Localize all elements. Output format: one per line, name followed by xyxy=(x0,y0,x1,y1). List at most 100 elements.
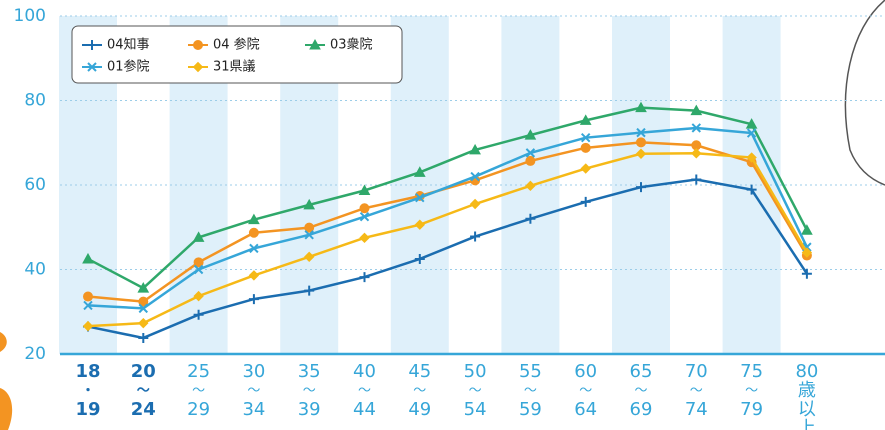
marker xyxy=(303,198,316,210)
legend-marker xyxy=(87,62,97,72)
x-tick-label: 〜 xyxy=(524,384,537,399)
x-tick-label: 49 xyxy=(408,399,431,420)
x-tick-label: 65 xyxy=(630,361,653,382)
y-tick-label: 100 xyxy=(14,6,46,26)
x-tick-label: 19 xyxy=(75,399,100,420)
legend xyxy=(71,25,403,84)
x-tick-label: 74 xyxy=(685,399,708,420)
marker xyxy=(691,174,702,185)
marker xyxy=(415,192,425,203)
decoration-blob xyxy=(0,332,13,430)
marker xyxy=(304,285,315,296)
marker xyxy=(82,252,94,264)
x-tick-label: 〜 xyxy=(745,384,758,399)
marker xyxy=(525,180,536,192)
marker xyxy=(359,211,370,222)
marker xyxy=(304,230,314,240)
x-tick-label: 34 xyxy=(242,399,265,420)
decoration-circle xyxy=(844,0,885,186)
series-line xyxy=(87,106,809,290)
marker xyxy=(193,257,204,268)
x-tick-label: ・ xyxy=(81,384,94,399)
x-tick-label: 〜 xyxy=(137,384,150,399)
marker xyxy=(469,198,481,210)
marker xyxy=(359,203,370,214)
x-tick-label: 〜 xyxy=(413,384,426,399)
x-tick-label: 70 xyxy=(685,361,708,382)
legend-marker xyxy=(193,40,203,50)
legend-marker xyxy=(309,38,321,50)
marker xyxy=(248,270,260,281)
marker xyxy=(470,171,480,182)
x-tick-label: 〜 xyxy=(579,384,592,399)
marker xyxy=(525,213,536,224)
x-tick-label: 30 xyxy=(242,361,265,382)
y-tick-label: 60 xyxy=(24,175,46,195)
legend-label: 04知事 xyxy=(107,37,150,53)
x-tick-label: 24 xyxy=(131,399,156,420)
marker xyxy=(193,264,204,275)
x-tick-label: 〜 xyxy=(303,384,316,399)
legend-label: 03衆院 xyxy=(330,37,373,53)
marker xyxy=(192,231,205,242)
x-tick-label: 歳 xyxy=(798,380,816,401)
marker xyxy=(746,152,757,163)
marker xyxy=(580,163,591,174)
marker xyxy=(248,227,259,238)
marker xyxy=(580,196,591,207)
marker xyxy=(413,166,426,177)
marker xyxy=(636,127,646,138)
marker xyxy=(359,232,370,244)
marker xyxy=(580,142,591,153)
x-tick-label: 〜 xyxy=(192,384,205,399)
marker xyxy=(138,303,149,314)
marker xyxy=(746,128,757,138)
y-tick-label: 80 xyxy=(24,91,46,111)
x-tick-label: 〜 xyxy=(690,384,703,399)
x-tick-label: 〜 xyxy=(247,384,260,399)
x-tick-label: 20 xyxy=(131,361,156,382)
marker xyxy=(524,129,537,140)
marker xyxy=(82,320,94,332)
x-tick-label: 18 xyxy=(75,361,100,382)
x-tick-label: 64 xyxy=(574,399,597,420)
marker xyxy=(249,243,259,254)
marker xyxy=(745,118,758,129)
legend-marker xyxy=(87,40,97,50)
y-tick-label: 40 xyxy=(24,260,46,280)
marker xyxy=(414,253,425,264)
marker xyxy=(414,219,426,230)
x-tick-label: 〜 xyxy=(634,384,647,399)
marker xyxy=(193,290,204,302)
marker xyxy=(525,155,536,166)
marker xyxy=(248,294,259,305)
marker xyxy=(138,332,149,343)
x-tick-label: 69 xyxy=(630,399,653,420)
marker xyxy=(359,272,370,283)
marker xyxy=(579,114,592,125)
x-tick-label: 50 xyxy=(464,361,487,382)
x-tick-label: 40 xyxy=(353,361,376,382)
marker xyxy=(690,104,703,116)
marker xyxy=(138,317,149,329)
marker xyxy=(193,309,204,320)
x-tick-label: 29 xyxy=(187,399,210,420)
marker xyxy=(580,132,591,143)
marker xyxy=(635,101,647,113)
marker xyxy=(801,224,813,235)
marker xyxy=(635,148,647,159)
marker xyxy=(83,291,93,302)
x-tick-label: 79 xyxy=(740,399,763,420)
x-tick-label: 44 xyxy=(353,399,376,420)
x-tick-label: 75 xyxy=(740,361,763,382)
marker xyxy=(691,123,702,133)
x-tick-label: 〜 xyxy=(469,384,482,399)
marker xyxy=(525,148,536,158)
x-tick-label: 54 xyxy=(464,399,487,420)
legend-label: 01参院 xyxy=(107,59,150,75)
marker xyxy=(470,231,481,242)
marker xyxy=(248,213,260,225)
x-tick-label: 80 xyxy=(795,361,818,382)
marker xyxy=(138,296,149,307)
marker xyxy=(636,137,646,148)
